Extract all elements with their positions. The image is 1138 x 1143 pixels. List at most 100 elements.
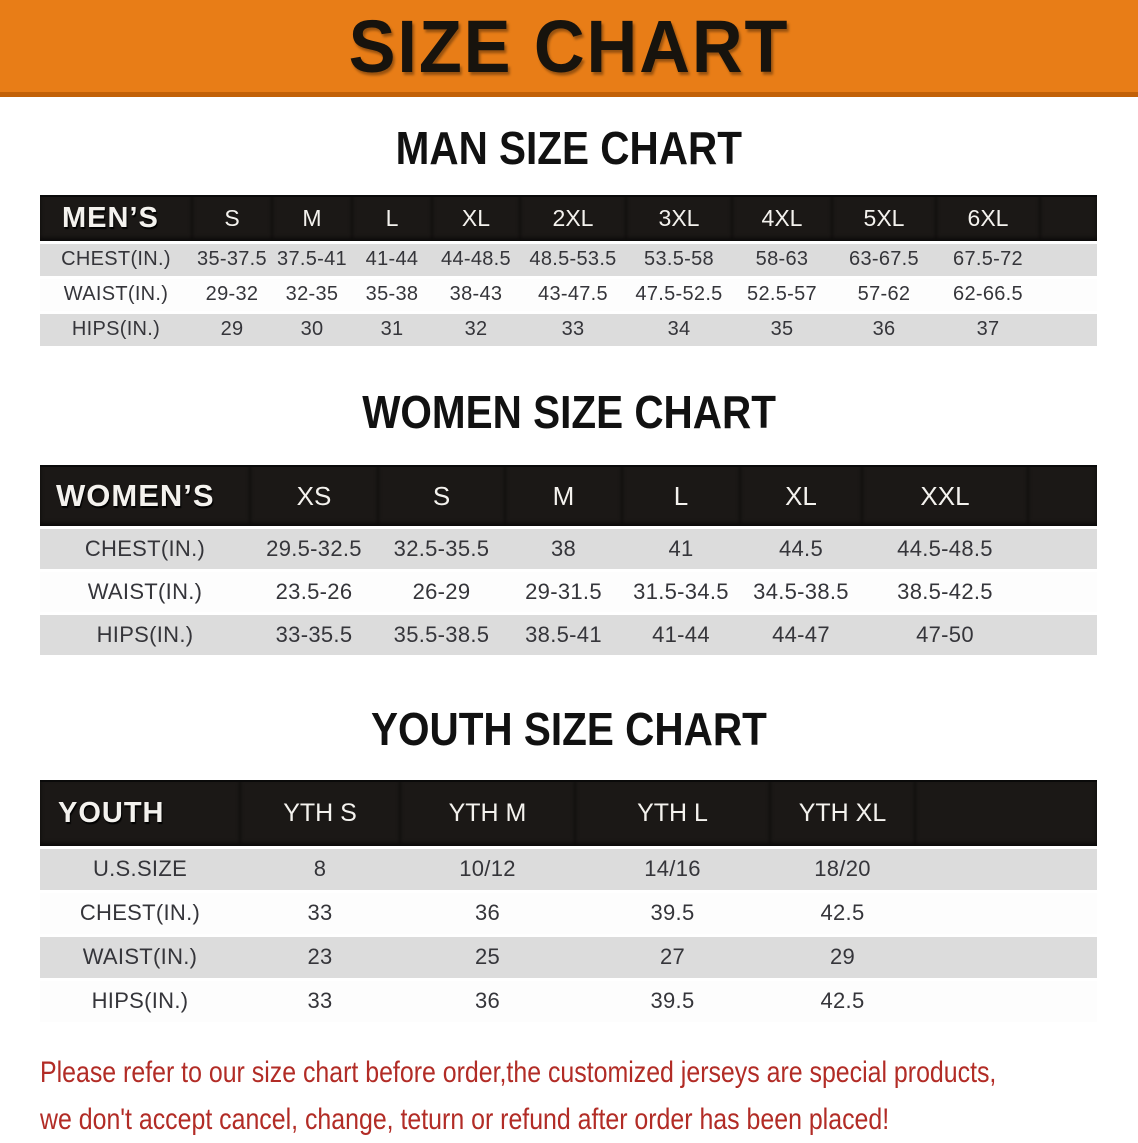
youth-cell: 39.5 xyxy=(575,891,770,935)
mens-column-header: S xyxy=(192,196,272,242)
womens-column-header: XXL xyxy=(862,466,1028,528)
mens-cell: 36 xyxy=(832,312,936,347)
youth-cell: 14/16 xyxy=(575,847,770,891)
mens-cell: 58-63 xyxy=(732,242,832,277)
mens-cell: 67.5-72 xyxy=(936,242,1040,277)
womens-row-label: HIPS(IN.) xyxy=(40,614,250,657)
womens-cell: 38 xyxy=(505,528,622,571)
womens-cell: 35.5-38.5 xyxy=(378,614,505,657)
mens-cell: 57-62 xyxy=(832,277,936,312)
mens-cell: 38-43 xyxy=(432,277,520,312)
womens-cell: 44-47 xyxy=(740,614,862,657)
mens-column-header: XL xyxy=(432,196,520,242)
mens-column-header: 3XL xyxy=(626,196,732,242)
womens-cell: 44.5-48.5 xyxy=(862,528,1028,571)
youth-cell: 33 xyxy=(240,891,400,935)
youth-cell: 18/20 xyxy=(770,847,915,891)
mens-header-spacer xyxy=(1040,196,1097,242)
youth-row-label: HIPS(IN.) xyxy=(40,979,240,1023)
mens-cell: 33 xyxy=(520,312,626,347)
mens-cell: 53.5-58 xyxy=(626,242,732,277)
men-section-heading-text: MAN SIZE CHART xyxy=(396,121,742,175)
banner: SIZE CHART xyxy=(0,0,1138,97)
youth-row-spacer xyxy=(915,979,1097,1023)
youth-section-heading: YOUTH SIZE CHART xyxy=(0,702,1138,756)
womens-cell: 34.5-38.5 xyxy=(740,571,862,614)
men-section-heading: MAN SIZE CHART xyxy=(0,121,1138,175)
womens-cell: 38.5-41 xyxy=(505,614,622,657)
womens-column-header: XL xyxy=(740,466,862,528)
youth-cell: 8 xyxy=(240,847,400,891)
womens-cell: 29-31.5 xyxy=(505,571,622,614)
youth-row-spacer xyxy=(915,847,1097,891)
youth-table-label: YOUTH xyxy=(40,781,240,847)
youth-cell: 39.5 xyxy=(575,979,770,1023)
womens-cell: 29.5-32.5 xyxy=(250,528,378,571)
mens-cell: 47.5-52.5 xyxy=(626,277,732,312)
youth-row-spacer xyxy=(915,935,1097,979)
youth-cell: 42.5 xyxy=(770,891,915,935)
mens-table-label: MEN’S xyxy=(40,196,192,242)
youth-cell: 25 xyxy=(400,935,575,979)
order-notice: Please refer to our size chart before or… xyxy=(40,1049,1138,1143)
women-section-heading-text: WOMEN SIZE CHART xyxy=(362,385,776,439)
womens-column-header: XS xyxy=(250,466,378,528)
womens-column-header: L xyxy=(622,466,740,528)
youth-column-header: YTH XL xyxy=(770,781,915,847)
womens-cell: 41 xyxy=(622,528,740,571)
mens-row-spacer xyxy=(1040,277,1097,312)
mens-row-label: HIPS(IN.) xyxy=(40,312,192,347)
youth-column-header: YTH S xyxy=(240,781,400,847)
womens-cell: 44.5 xyxy=(740,528,862,571)
womens-cell: 47-50 xyxy=(862,614,1028,657)
mens-column-header: 5XL xyxy=(832,196,936,242)
womens-header-spacer xyxy=(1028,466,1097,528)
womens-row-label: WAIST(IN.) xyxy=(40,571,250,614)
order-notice-line-1: Please refer to our size chart before or… xyxy=(40,1049,951,1096)
mens-row-label: WAIST(IN.) xyxy=(40,277,192,312)
mens-column-header: L xyxy=(352,196,432,242)
mens-cell: 32-35 xyxy=(272,277,352,312)
mens-cell: 35 xyxy=(732,312,832,347)
youth-cell: 10/12 xyxy=(400,847,575,891)
womens-row-spacer xyxy=(1028,571,1097,614)
mens-cell: 52.5-57 xyxy=(732,277,832,312)
banner-title: SIZE CHART xyxy=(349,4,790,89)
mens-cell: 44-48.5 xyxy=(432,242,520,277)
youth-column-header: YTH L xyxy=(575,781,770,847)
youth-row-spacer xyxy=(915,891,1097,935)
mens-cell: 30 xyxy=(272,312,352,347)
mens-cell: 29 xyxy=(192,312,272,347)
mens-cell: 43-47.5 xyxy=(520,277,626,312)
youth-row-label: U.S.SIZE xyxy=(40,847,240,891)
womens-cell: 33-35.5 xyxy=(250,614,378,657)
mens-cell: 48.5-53.5 xyxy=(520,242,626,277)
youth-section-heading-text: YOUTH SIZE CHART xyxy=(371,702,767,756)
mens-cell: 62-66.5 xyxy=(936,277,1040,312)
youth-cell: 36 xyxy=(400,891,575,935)
youth-cell: 36 xyxy=(400,979,575,1023)
women-section-heading: WOMEN SIZE CHART xyxy=(0,385,1138,439)
womens-cell: 38.5-42.5 xyxy=(862,571,1028,614)
mens-cell: 37 xyxy=(936,312,1040,347)
youth-cell: 42.5 xyxy=(770,979,915,1023)
youth-cell: 33 xyxy=(240,979,400,1023)
womens-table-label: WOMEN’S xyxy=(40,466,250,528)
youth-cell: 27 xyxy=(575,935,770,979)
womens-row-spacer xyxy=(1028,528,1097,571)
womens-cell: 32.5-35.5 xyxy=(378,528,505,571)
youth-column-header: YTH M xyxy=(400,781,575,847)
mens-row-label: CHEST(IN.) xyxy=(40,242,192,277)
